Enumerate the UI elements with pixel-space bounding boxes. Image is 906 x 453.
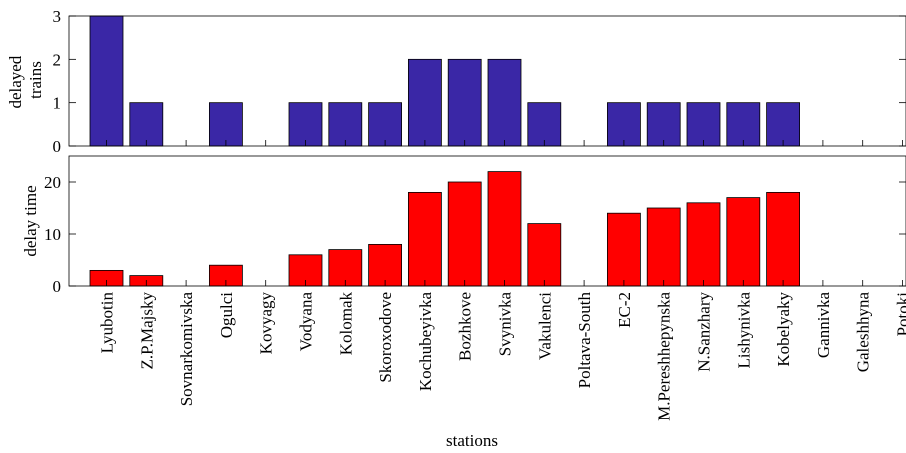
- bottom-bar-lishynivka: [726, 197, 761, 287]
- x-tick-label-kolomak: Kolomak: [336, 292, 355, 356]
- top-y-axis-label-line-2: trains: [26, 61, 45, 99]
- top-bar-n-sanzhary: [686, 102, 721, 147]
- top-bars-group: [89, 15, 800, 147]
- top-bar-m-pereshhepynska: [646, 102, 681, 147]
- x-tick-label-kochubeyivka: Kochubeyivka: [416, 292, 435, 392]
- top-bar-vodyana: [288, 102, 323, 147]
- x-tick-label-lishynivka: Lishynivka: [734, 292, 753, 369]
- x-tick-label-sovnarkomivska: Sovnarkomivska: [177, 292, 196, 407]
- bottom-bar-ec-2: [607, 212, 641, 287]
- top-bar-ec-2: [607, 102, 641, 147]
- top-bar-ogulci: [208, 102, 243, 147]
- x-tick-label-vakulenci: Vakulenci: [535, 292, 554, 360]
- bottom-bars-group: [89, 171, 800, 287]
- x-tick-labels: Lyubotin Z.P.Majsky Sovnarkomivska Ogulci Ko…: [98, 292, 906, 421]
- top-bar-kolomak: [328, 102, 363, 147]
- top-y-axis-label: delayed trains: [6, 51, 45, 108]
- x-tick-label-vodyana: Vodyana: [297, 292, 316, 352]
- x-tick-label-potoki: Potoki: [894, 292, 906, 337]
- bottom-y-ticks: 0 10 20: [44, 173, 906, 296]
- bottom-bar-n-sanzhary: [686, 202, 721, 287]
- bottom-bar-kochubeyivka: [407, 191, 442, 287]
- bottom-y-axis-label: delay time: [21, 185, 40, 256]
- top-bar-lishynivka: [726, 102, 761, 147]
- x-tick-label-svynivka: Svynivka: [496, 292, 515, 357]
- top-bar-svynivka: [487, 58, 522, 147]
- top-bar-vakulenci: [527, 102, 562, 147]
- x-tick-label-skoroxodove: Skoroxodove: [376, 292, 395, 383]
- x-tick-label-galeshhyna: Galeshhyna: [854, 292, 873, 373]
- top-bar-skoroxodove: [368, 102, 403, 147]
- x-tick-label-lyubotin: Lyubotin: [98, 292, 117, 354]
- bottom-bar-kolomak: [328, 249, 363, 287]
- top-plot-frame: [68, 15, 906, 147]
- x-tick-label-ogulci: Ogulci: [217, 292, 236, 339]
- x-tick-label-gannivka: Gannivka: [814, 292, 833, 359]
- x-axis-label: stations: [446, 431, 498, 450]
- x-tick-label-kovyagy: Kovyagy: [257, 292, 276, 355]
- bottom-bar-svynivka: [487, 171, 522, 287]
- x-tick-label-m-pereshhepynska: M.Pereshhepynska: [655, 292, 674, 421]
- top-y-tick-label: 2: [53, 50, 62, 69]
- top-y-axis-label-line-1: delayed: [6, 55, 25, 108]
- top-bar-lyubotin: [89, 15, 124, 147]
- x-tick-label-n-sanzhary: N.Sanzhary: [695, 292, 714, 372]
- top-y-ticks: 0 1 2 3: [53, 7, 906, 156]
- top-bar-kochubeyivka: [407, 58, 442, 147]
- x-tick-label-z-p-majsky: Z.P.Majsky: [137, 292, 156, 370]
- top-y-tick-label: 3: [53, 7, 62, 26]
- bottom-plot-frame: [68, 155, 906, 287]
- top-bar-bozhkove: [447, 58, 482, 147]
- bottom-y-tick-label: 10: [44, 225, 61, 244]
- x-tick-label-ec-2: EC-2: [615, 292, 634, 328]
- bottom-y-tick-label: 20: [44, 173, 61, 192]
- top-y-tick-label: 0: [53, 137, 62, 156]
- top-y-tick-label: 1: [53, 94, 62, 113]
- x-tick-label-kobelyaky: Kobelyaky: [774, 292, 793, 367]
- bottom-y-tick-label: 0: [53, 277, 62, 296]
- bottom-bar-kobelyaky: [766, 191, 800, 287]
- top-bar-z-p-majsky: [129, 102, 164, 147]
- top-bar-kobelyaky: [766, 102, 800, 147]
- x-tick-label-poltava-south: Poltava-South: [575, 292, 594, 389]
- bottom-bar-skoroxodove: [368, 243, 403, 287]
- bottom-bar-vakulenci: [527, 223, 562, 287]
- x-tick-label-bozhkove: Bozhkove: [456, 292, 475, 361]
- bottom-bar-m-pereshhepynska: [646, 207, 681, 287]
- bottom-bar-bozhkove: [447, 181, 482, 287]
